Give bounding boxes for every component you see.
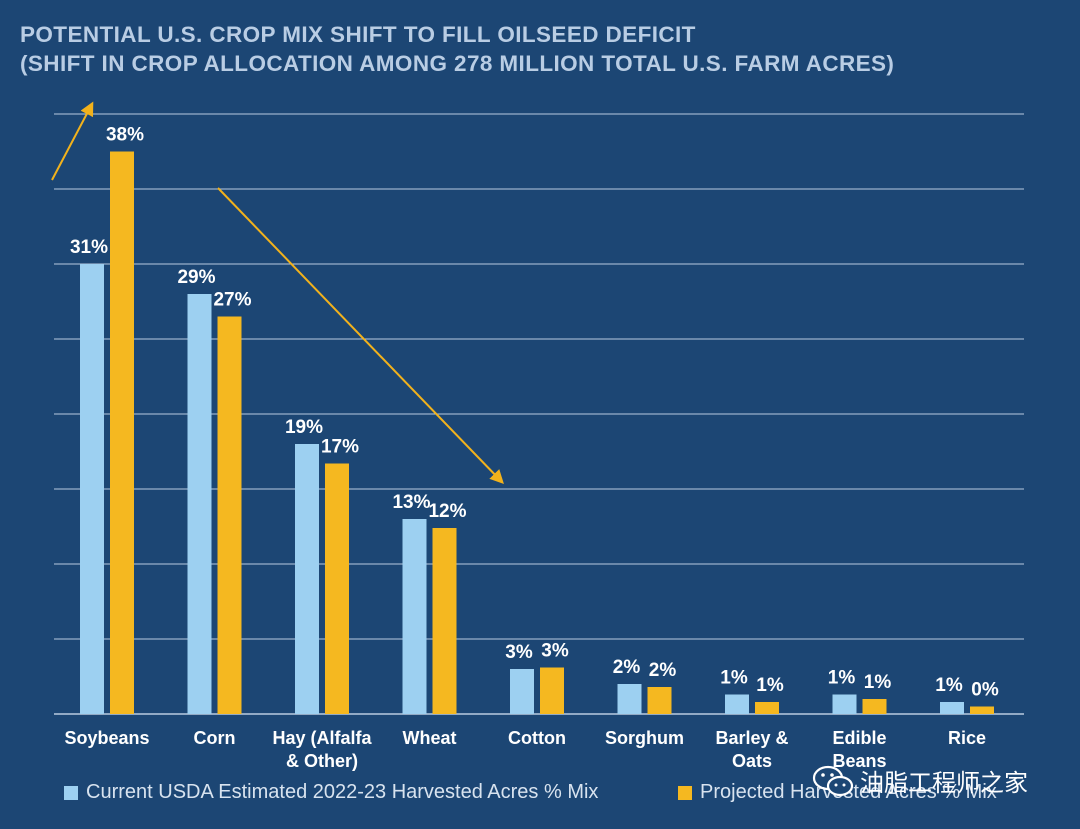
bar-projected — [325, 463, 349, 714]
bar-projected — [217, 316, 242, 714]
value-label-current: 2% — [613, 657, 641, 678]
category-label: Sorghum — [605, 728, 684, 748]
bar-projected — [970, 706, 994, 714]
chart-title-block: POTENTIAL U.S. CROP MIX SHIFT TO FILL OI… — [20, 20, 894, 78]
category-label: Rice — [948, 728, 986, 748]
category-label: Hay (Alfalfa & Other) — [272, 728, 372, 771]
value-label-current: 1% — [828, 668, 856, 689]
legend-swatch-current — [64, 785, 78, 800]
value-label-projected: 38% — [106, 125, 144, 146]
trend-arrows — [51, 101, 504, 485]
value-labels: 31% 38% 29%27% 19%17% 13%12% 3% 3% 2% 2% 1% 1% 1% 1%… — [70, 125, 999, 701]
chart-title: POTENTIAL U.S. CROP MIX SHIFT TO FILL OI… — [20, 22, 696, 47]
category-label: Corn — [194, 728, 236, 748]
bar-current — [832, 694, 857, 714]
chart-subtitle: (SHIFT IN CROP ALLOCATION AMONG 278 MILL… — [20, 51, 895, 76]
value-label-current: 13% — [392, 492, 430, 513]
value-label-current: 1% — [720, 668, 748, 689]
value-label-projected: 12% — [428, 501, 466, 522]
value-label-projected: 2% — [649, 660, 677, 681]
bars — [80, 151, 994, 714]
bar-current — [617, 684, 642, 714]
category-label: Soybeans — [64, 728, 149, 748]
legend-item-current: Current USDA Estimated 2022-23 Harvested… — [64, 781, 598, 804]
value-label-current: 3% — [505, 642, 533, 663]
bar-current — [80, 264, 104, 714]
value-label-projected: 3% — [541, 641, 569, 662]
trend-arrow-up — [51, 101, 94, 181]
trend-arrow-down — [217, 187, 504, 485]
bar-current — [510, 669, 534, 714]
bar-projected — [110, 151, 134, 714]
gridlines — [54, 113, 1024, 715]
legend-label-current: Current USDA Estimated 2022-23 Harvested… — [86, 781, 599, 803]
bar-projected — [862, 699, 887, 714]
bar-current — [402, 519, 427, 714]
value-label-projected: 27% — [213, 290, 251, 311]
value-label-projected: 0% — [971, 680, 999, 701]
bar-current — [295, 444, 319, 714]
bar-projected — [755, 702, 779, 714]
category-label: Barley & Oats — [715, 728, 788, 771]
value-label-projected: 17% — [321, 437, 359, 458]
value-label-current: 29% — [177, 267, 215, 288]
bar-projected — [432, 528, 457, 714]
bar-current — [940, 702, 964, 714]
category-label: Cotton — [508, 728, 566, 748]
bar-current — [725, 694, 749, 714]
category-labels: Soybeans Corn Hay (Alfalfa & Other) Wheat Cot… — [64, 728, 986, 771]
value-label-current: 31% — [70, 237, 108, 258]
category-label: Edible Beans — [832, 728, 886, 771]
value-label-projected: 1% — [864, 672, 892, 693]
category-label: Wheat — [403, 728, 457, 748]
watermark: 油脂工程师之家 — [812, 763, 1028, 798]
watermark-text: 油脂工程师之家 — [860, 770, 1028, 797]
legend-swatch-projected — [678, 785, 692, 800]
bar-current — [187, 294, 212, 714]
bar-projected — [647, 687, 672, 714]
wechat-icon — [812, 765, 854, 796]
value-label-current: 1% — [935, 675, 963, 696]
bar-projected — [540, 667, 564, 714]
value-label-projected: 1% — [756, 675, 784, 696]
value-label-current: 19% — [285, 417, 323, 438]
